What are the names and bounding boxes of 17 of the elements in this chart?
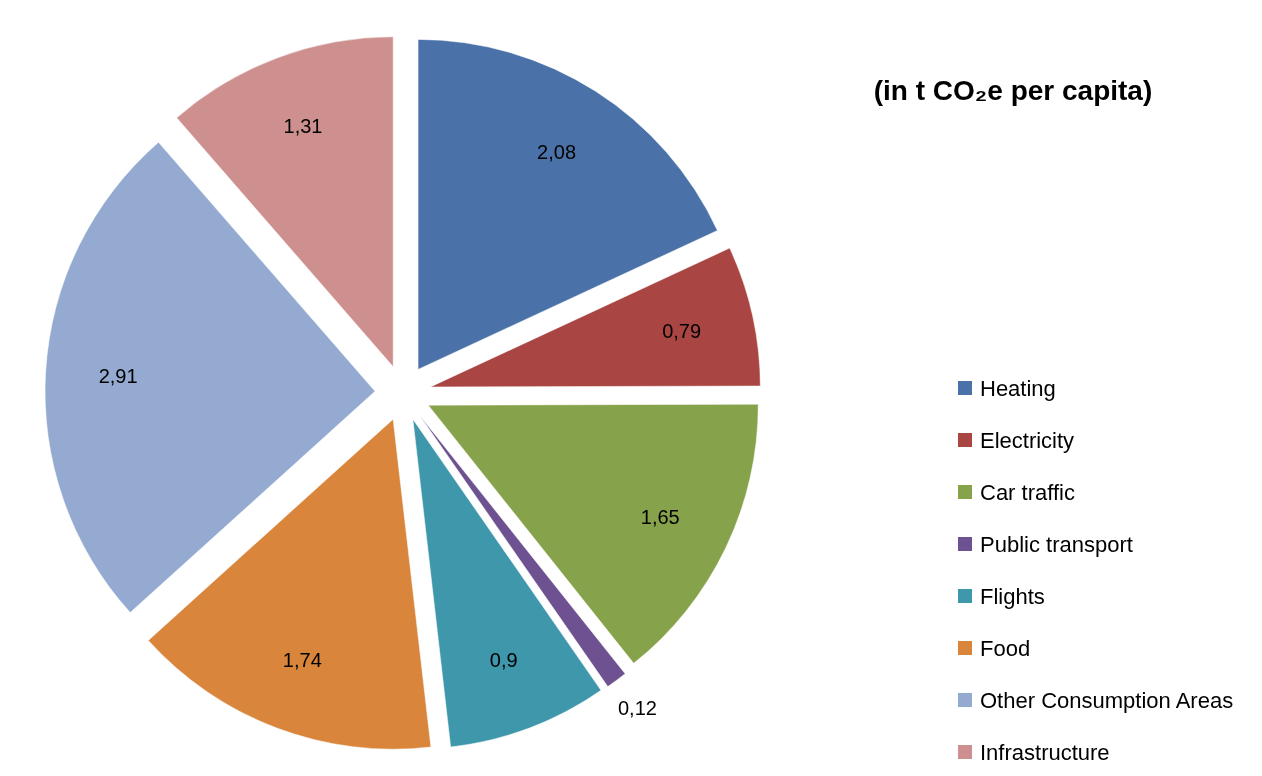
data-label: 1,74 (282, 649, 322, 672)
data-label: 1,31 (283, 114, 323, 137)
data-label: 2,08 (537, 141, 577, 164)
legend-label: Electricity (980, 427, 1075, 453)
legend-label: Flights (980, 583, 1045, 609)
text: (in t CO₂e per capita) (873, 75, 1153, 106)
legend-label: Car traffic (980, 479, 1075, 505)
legend-label: Heating (980, 375, 1056, 401)
data-label: 0,79 (662, 320, 702, 343)
data-label: 1,65 (640, 505, 680, 528)
legend-label: Other Consumption Areas (980, 687, 1234, 713)
data-label: 0,9 (489, 649, 518, 672)
legend-label: Food (980, 635, 1031, 661)
legend-label: Public transport (980, 531, 1133, 557)
data-label: 2,91 (98, 364, 138, 387)
data-label: 0,12 (617, 697, 657, 720)
legend-label: Infrastructure (980, 739, 1110, 765)
